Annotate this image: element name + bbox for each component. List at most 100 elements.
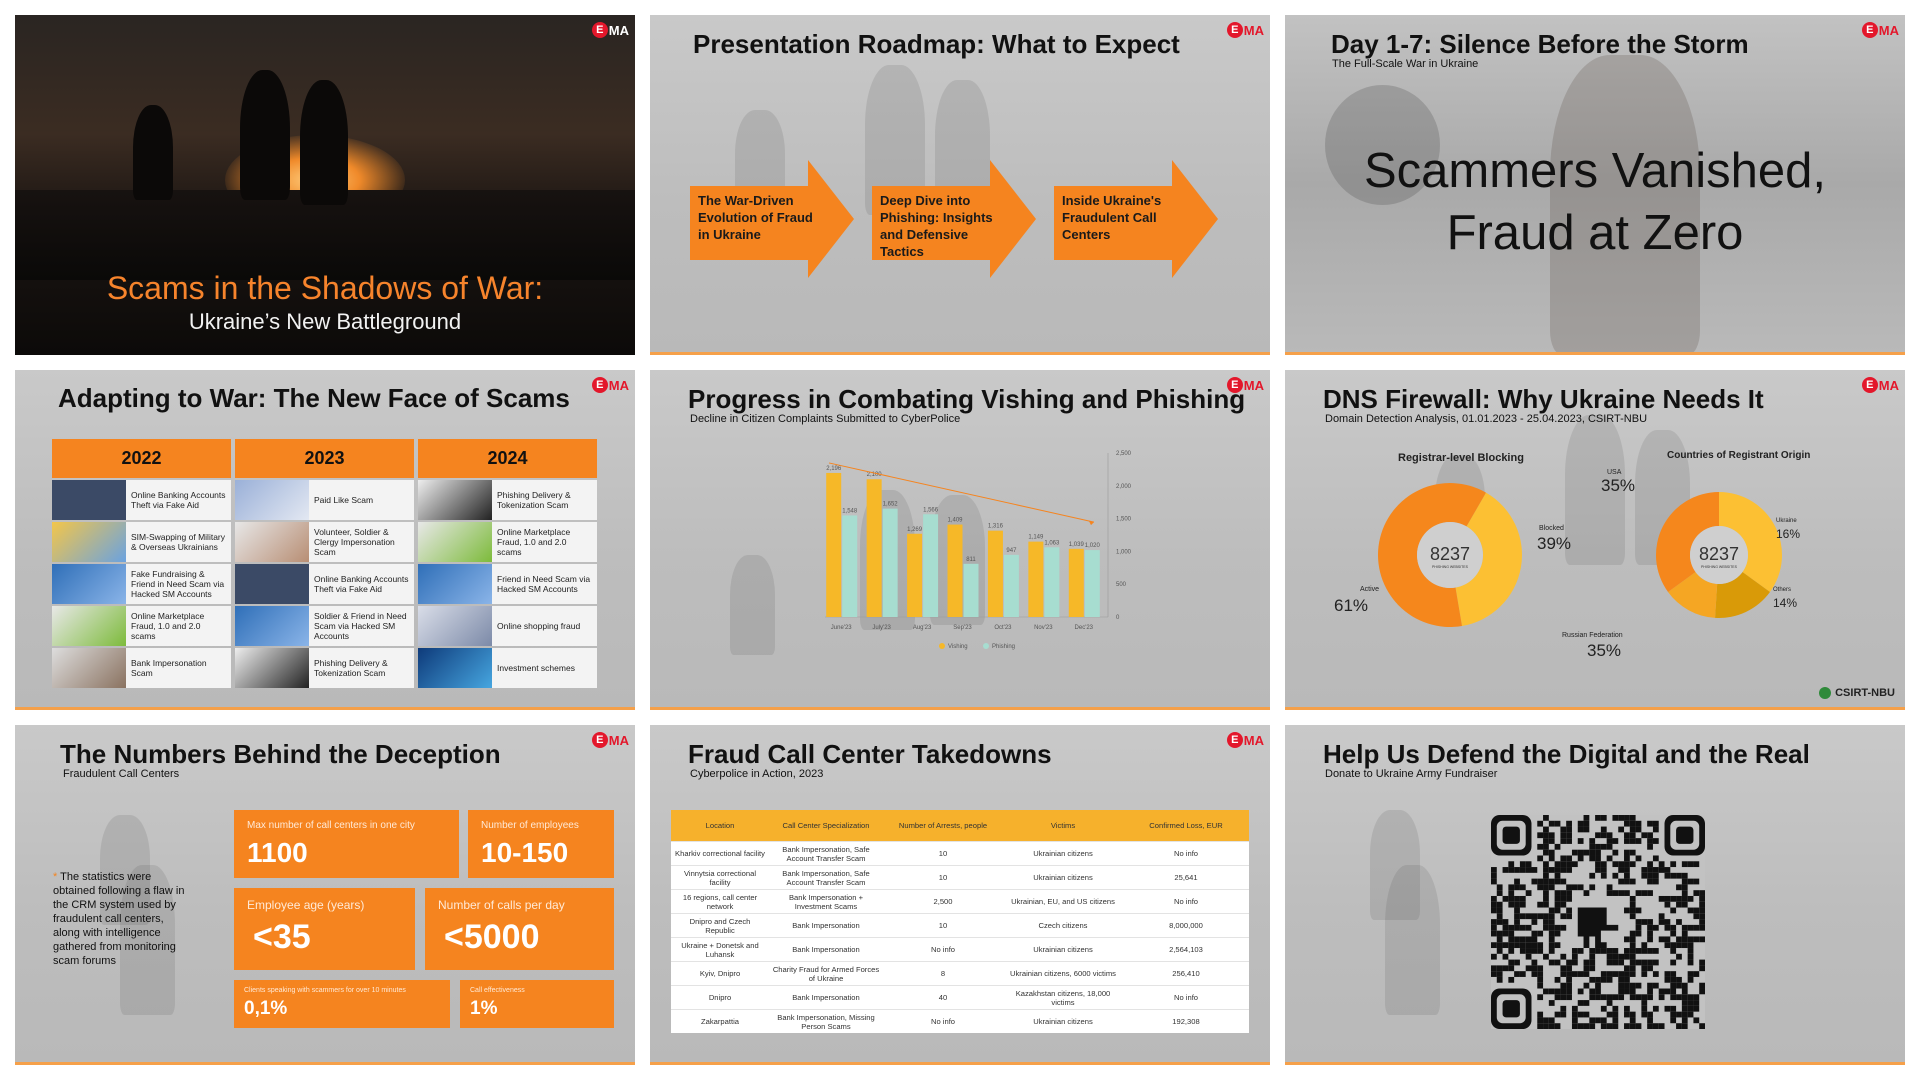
qr-module [1508, 948, 1515, 954]
qr-module [1670, 1005, 1677, 1012]
qr-module [1699, 913, 1705, 920]
qr-module [1502, 953, 1509, 960]
qr-module [1652, 982, 1659, 989]
qr-module [1606, 838, 1613, 844]
qr-module [1676, 994, 1682, 1001]
donut2-slice [1719, 492, 1782, 593]
qr-module [1681, 1011, 1688, 1018]
trend-arrowhead [1089, 521, 1094, 526]
qr-module [1647, 878, 1653, 885]
phishing-value-label: 1,548 [842, 508, 858, 514]
qr-module [1693, 1000, 1700, 1006]
table-row: Dnipro Bank Impersonation 40 Kazakhstan cit… [671, 985, 1249, 1010]
qr-module [1687, 1000, 1694, 1006]
qr-module [1699, 890, 1705, 896]
qr-module [1543, 890, 1549, 896]
qr-module [1641, 1011, 1648, 1018]
qr-module [1560, 971, 1567, 977]
qr-module [1647, 988, 1653, 995]
qr-module [1583, 982, 1590, 989]
slide-adapting[interactable]: E MA Adapting to War: The New Face of Sca… [15, 370, 635, 710]
slide-subheading: Decline in Citizen Complaints Submitted … [690, 413, 961, 425]
slide-donate[interactable]: Help Us Defend the Digital and the Real … [1285, 725, 1905, 1065]
qr-module [1554, 1011, 1561, 1018]
qr-module [1548, 855, 1555, 862]
qr-module [1543, 826, 1549, 833]
qr-module [1670, 994, 1677, 1001]
qr-module [1629, 948, 1636, 954]
qr-module [1554, 959, 1561, 966]
slide-silence[interactable]: E MA Day 1-7: Silence Before the Storm Th… [1285, 15, 1905, 355]
qr-module [1647, 1011, 1653, 1018]
person-phone-photo [52, 648, 126, 688]
qr-module [1687, 959, 1694, 966]
qr-module [1693, 878, 1700, 885]
qr-module [1519, 942, 1526, 949]
qr-module [1658, 913, 1665, 920]
qr-module [1589, 855, 1596, 862]
qr-finder-core [1676, 826, 1694, 844]
qr-module [1600, 976, 1607, 983]
qr-module [1543, 919, 1549, 925]
qr-module [1681, 924, 1688, 931]
stat-box-employees: Number of employees 10-150 [468, 810, 614, 878]
qr-module [1496, 930, 1503, 937]
qr-module [1554, 901, 1561, 908]
qr-module [1514, 878, 1520, 885]
qr-module [1658, 919, 1665, 925]
slide-vishing-chart[interactable]: E MA Progress in Combating Vishing and Ph… [650, 370, 1270, 710]
headline-statement: Scammers Vanished, Fraud at Zero [1363, 144, 1827, 260]
qr-module [1618, 878, 1625, 885]
qr-module [1624, 1011, 1630, 1018]
slide-dns-firewall[interactable]: E MA DNS Firewall: Why Ukraine Needs It D… [1285, 370, 1905, 710]
donut2-russia-pct: 35% [1587, 641, 1622, 660]
qr-module [1681, 1023, 1688, 1029]
qr-module [1583, 890, 1590, 896]
qr-module [1531, 936, 1538, 943]
qr-module [1571, 948, 1578, 954]
qr-module [1543, 838, 1549, 844]
donation-qr-code[interactable] [1491, 815, 1705, 1029]
delivery-photo [418, 480, 492, 520]
qr-module [1647, 867, 1653, 873]
table-cell: Czech citizens [1003, 913, 1123, 938]
qr-module [1543, 924, 1549, 931]
qr-module [1589, 843, 1596, 850]
qr-module [1496, 913, 1503, 920]
y-tick-label: 2,500 [1116, 451, 1132, 457]
slide-numbers[interactable]: E MA The Numbers Behind the Deception Fra… [15, 725, 635, 1065]
slide-takedowns[interactable]: E MA Fraud Call Center Takedowns Cyberpol… [650, 725, 1270, 1065]
qr-module [1577, 826, 1584, 833]
qr-module [1652, 838, 1659, 844]
qr-module [1577, 849, 1584, 856]
dino-icon [1577, 907, 1619, 949]
qr-module [1699, 965, 1705, 972]
table-cell: 2,564,103 [1123, 937, 1249, 962]
slide-heading: Help Us Defend the Digital and the Real [1323, 739, 1810, 769]
qr-module [1687, 1005, 1694, 1012]
qr-module [1566, 913, 1572, 920]
phishing-value-label: 947 [1006, 548, 1017, 554]
slide-roadmap[interactable]: E MA Presentation Roadmap: What to Expect… [650, 15, 1270, 355]
table-cell: Bank Impersonation, Missing Person Scams [769, 1009, 883, 1033]
qr-module [1699, 907, 1705, 914]
qr-module [1525, 890, 1532, 896]
qr-module [1571, 861, 1578, 868]
qr-module [1595, 948, 1601, 954]
qr-module [1618, 994, 1625, 1001]
donut1-title: Registrar-level Blocking [1398, 452, 1524, 464]
ema-logo: E MA [1226, 20, 1264, 40]
scam-cell: Investment schemes [418, 648, 597, 688]
table-cell: Bank Impersonation [769, 937, 883, 962]
slide-title[interactable]: E MA Scams in the Shadows of War: Ukraine… [15, 15, 635, 355]
qr-module [1537, 976, 1544, 983]
qr-module [1699, 919, 1705, 925]
qr-module [1681, 942, 1688, 949]
qr-module [1566, 965, 1572, 972]
donut1-center-value: 8237 [1430, 544, 1470, 564]
qr-module [1589, 959, 1596, 966]
scam-cell: Phishing Delivery & Tokenization Scam [235, 648, 414, 688]
qr-module [1496, 919, 1503, 925]
qr-module [1560, 890, 1567, 896]
qr-module [1641, 919, 1648, 925]
